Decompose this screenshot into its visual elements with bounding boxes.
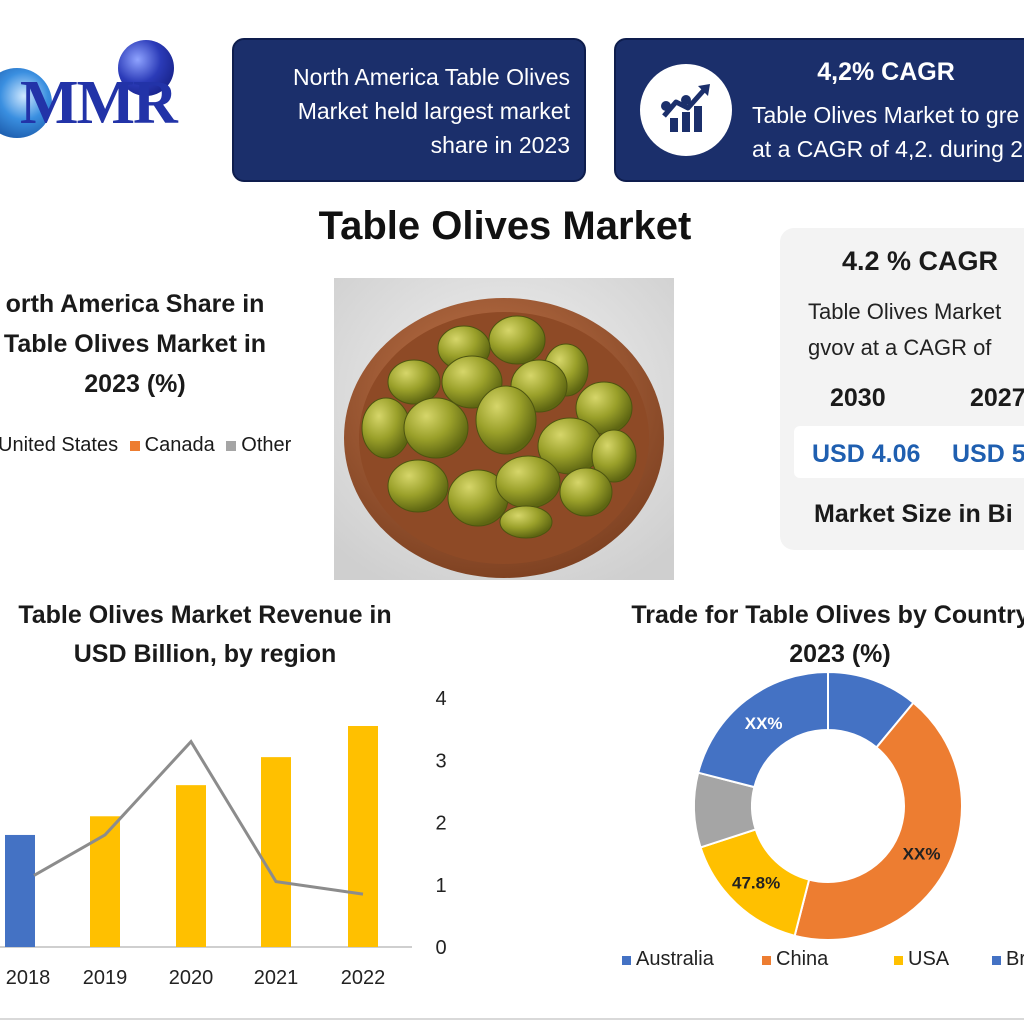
summary-value-band <box>794 426 1024 478</box>
legend-swatch-br <box>992 956 1001 965</box>
legend-label-other: Other <box>241 434 292 456</box>
banner-cagr-line2: at a CAGR of 4,2. during 2 <box>752 136 1024 162</box>
legend-label-china: China <box>776 948 829 970</box>
summary-year-2: 2027 <box>970 384 1024 412</box>
legend-swatch-china <box>762 956 771 965</box>
donut-slice-br <box>696 670 829 789</box>
x-tick-label-2020: 2020 <box>169 967 214 989</box>
summary-footer: Market Size in Bi <box>814 500 1013 528</box>
donut-data-label-2: 47.8% <box>732 874 780 893</box>
page-title: Table Olives Market <box>318 204 692 248</box>
donut-data-label-1: XX% <box>903 845 941 864</box>
banner-left-line3: share in 2023 <box>430 132 570 158</box>
bar-2020 <box>176 785 206 947</box>
donut-chart: XX% 47.8% XX% Australia China USA Br <box>622 670 1024 970</box>
donut-slice-china <box>793 701 963 941</box>
legend-label-canada: Canada <box>144 434 215 456</box>
bar-chart-title: Table Olives Market Revenue in USD Billi… <box>0 596 410 674</box>
banner-cagr: 4,2% CAGR Table Olives Market to gre at … <box>614 38 1024 182</box>
donut-chart-title: Trade for Table Olives by Country, i 202… <box>560 596 1024 674</box>
summary-cagr-heading: 4.2 % CAGR <box>842 246 999 276</box>
donut-chart-title-line1: Trade for Table Olives by Country, i <box>631 601 1024 629</box>
y-tick-label-0: 0 <box>435 937 446 959</box>
bottom-divider <box>0 1018 1024 1020</box>
legend-swatch-canada <box>129 440 140 451</box>
x-tick-label-2021: 2021 <box>254 967 299 989</box>
legend-label-br: Br <box>1006 948 1024 970</box>
trend-line <box>33 739 364 896</box>
donut-data-label-4: XX% <box>745 714 783 733</box>
x-tick-label-2019: 2019 <box>83 967 128 989</box>
growth-chart-icon <box>640 64 732 156</box>
logo-text: MMR <box>20 69 178 137</box>
summary-value-2: USD 5 <box>952 440 1024 468</box>
bar-2019 <box>90 816 120 947</box>
bar-chart-title-line1: Table Olives Market Revenue in <box>18 601 392 629</box>
na-share-title-line3: 2023 (%) <box>84 370 186 398</box>
banner-north-america: North America Table Olives Market held l… <box>232 38 586 182</box>
banner-cagr-heading: 4,2% CAGR <box>817 58 955 86</box>
summary-desc-line1: Table Olives Market <box>808 299 1002 324</box>
legend-label-us: United States <box>0 434 119 456</box>
x-tick-label-2018: 2018 <box>6 967 51 989</box>
y-tick-label-4: 4 <box>435 688 446 710</box>
banner-left-line2: Market held largest market <box>297 98 570 124</box>
bar-chart: 2018 2019 2020 2021 2022 0 1 2 3 4 <box>0 688 447 989</box>
na-share-title-line2: Table Olives Market in <box>3 330 267 358</box>
bar-chart-title-line2: USD Billion, by region <box>73 640 337 668</box>
summary-value-1: USD 4.06 <box>812 440 921 468</box>
summary-desc-line2: gvov at a CAGR of <box>808 335 992 360</box>
legend-swatch-australia <box>622 956 631 965</box>
bar-2021 <box>261 757 291 947</box>
legend-label-australia: Australia <box>636 948 715 970</box>
legend-label-usa: USA <box>908 948 950 970</box>
na-share-title-line1: orth America Share in <box>5 290 265 318</box>
summary-year-1: 2030 <box>830 384 886 412</box>
bar-2022 <box>348 726 378 947</box>
summary-card: 4.2 % CAGR Table Olives Market gvov at a… <box>780 228 1024 550</box>
banner-cagr-line1: Table Olives Market to gre <box>752 102 1020 128</box>
y-tick-label-3: 3 <box>435 750 446 772</box>
olive-bowl-image <box>334 278 674 580</box>
donut-chart-title-line2: 2023 (%) <box>789 640 891 668</box>
na-share-title: orth America Share in Table Olives Marke… <box>0 284 280 404</box>
legend-swatch-other <box>226 440 237 451</box>
na-share-legend: United States Canada Other <box>0 434 291 457</box>
x-tick-label-2022: 2022 <box>341 967 386 989</box>
y-tick-label-1: 1 <box>435 875 446 897</box>
y-tick-label-2: 2 <box>435 813 446 835</box>
banner-left-line1: North America Table Olives <box>293 64 570 90</box>
legend-swatch-usa <box>894 956 903 965</box>
logo-globe-icon <box>118 40 174 96</box>
bar-2018 <box>5 834 35 947</box>
